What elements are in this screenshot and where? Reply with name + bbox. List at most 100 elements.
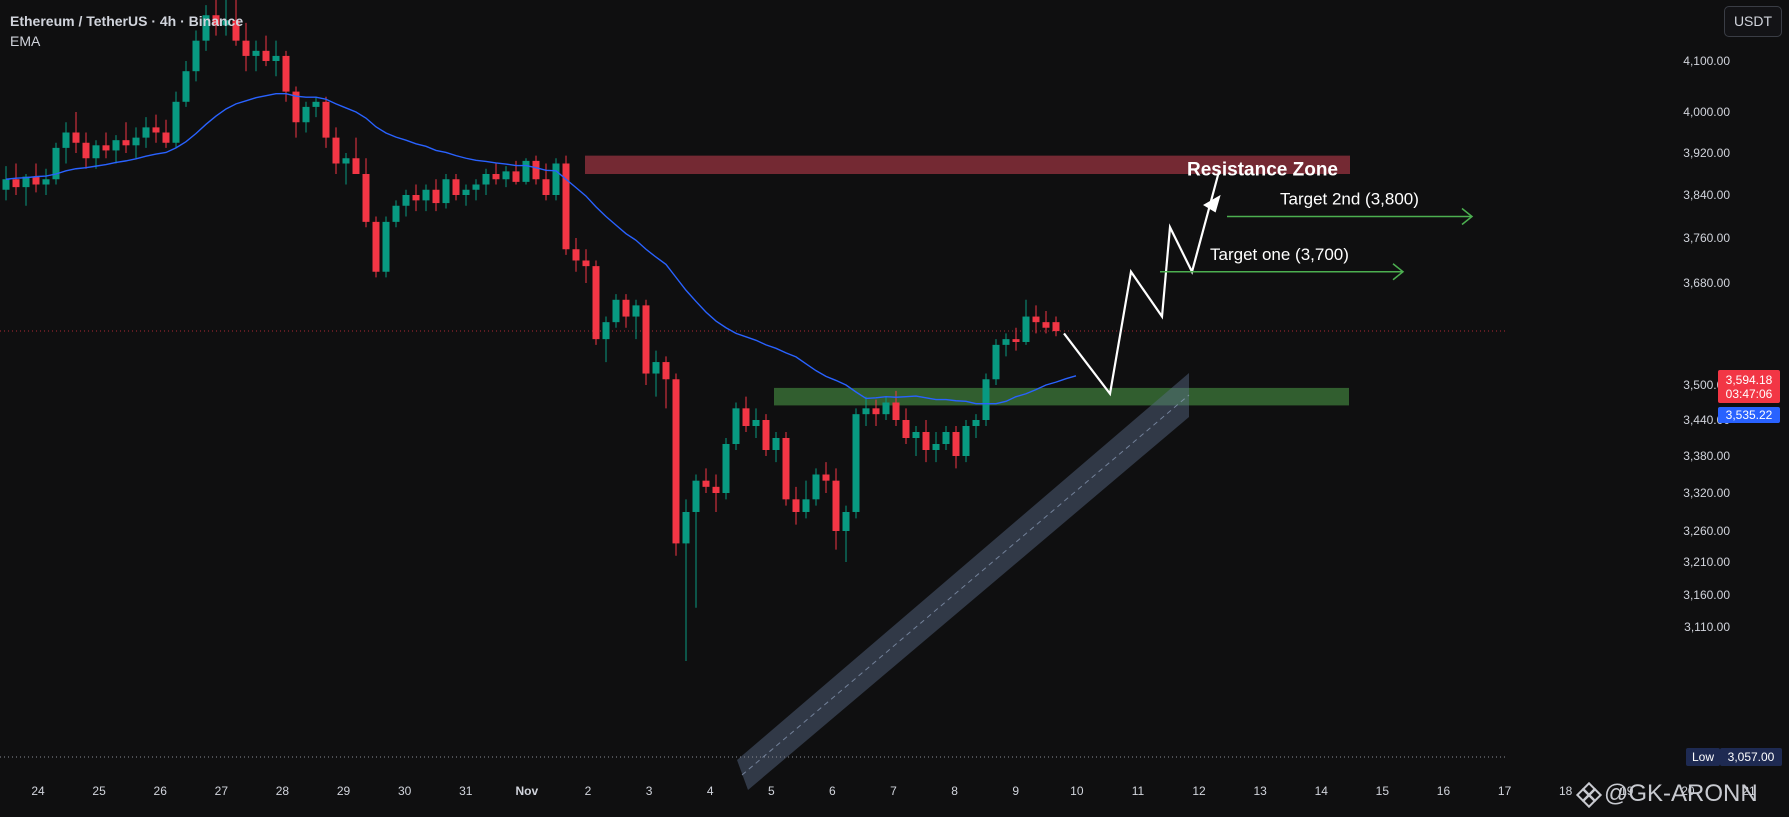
candle — [772, 438, 780, 450]
price-tick-label: 3,380.00 — [1683, 449, 1730, 463]
time-tick-label: 16 — [1437, 784, 1451, 798]
candle — [432, 189, 440, 204]
symbol-title[interactable]: Ethereum / TetherUS · 4h · Binance — [10, 13, 244, 29]
low-value-badge — [1720, 748, 1782, 766]
currency-button[interactable]: USDT — [1724, 6, 1782, 37]
candle — [482, 174, 490, 185]
candle — [292, 91, 300, 123]
candle — [682, 512, 690, 544]
candle — [322, 101, 330, 138]
candle — [1052, 322, 1060, 332]
price-tick-label: 3,680.00 — [1683, 276, 1730, 290]
projection-arrowhead — [1203, 194, 1221, 213]
chart-header: Ethereum / TetherUS · 4h · Binance EMA — [10, 11, 243, 51]
time-tick-label: 31 — [459, 784, 473, 798]
target-label: Target one (3,700) — [1210, 245, 1349, 264]
candle — [492, 174, 500, 180]
channel-midline — [741, 394, 1190, 776]
time-tick-label: 4 — [707, 784, 714, 798]
candle — [742, 408, 750, 426]
ema-value-badge — [1718, 407, 1780, 423]
last-price-value: 3,594.18 — [1726, 373, 1773, 387]
candle — [832, 480, 840, 531]
time-tick-label: 13 — [1253, 784, 1267, 798]
price-tick-label: 3,110.00 — [1684, 620, 1730, 634]
time-tick-label: 20 — [1681, 784, 1695, 798]
candle — [152, 127, 160, 133]
candle — [52, 147, 60, 180]
time-tick-label: 11 — [1132, 784, 1145, 798]
candle — [22, 176, 30, 188]
candle — [382, 221, 390, 272]
countdown-value: 03:47:06 — [1726, 387, 1773, 401]
candle — [12, 179, 20, 188]
candle — [282, 55, 290, 92]
candle — [632, 305, 640, 317]
candle — [552, 163, 560, 195]
candle — [1012, 339, 1020, 342]
candle — [422, 189, 430, 201]
candle — [212, 15, 220, 26]
candle — [512, 171, 520, 182]
candle — [202, 15, 210, 41]
candle — [392, 205, 400, 222]
candle — [792, 499, 800, 512]
candle — [162, 132, 170, 143]
price-tick-label: 3,920.00 — [1683, 146, 1730, 160]
candle — [122, 140, 130, 146]
candle — [92, 145, 100, 159]
time-tick-label: 12 — [1192, 784, 1206, 798]
candle — [582, 260, 590, 267]
candle — [932, 444, 940, 450]
candle — [612, 299, 620, 323]
candle — [1032, 316, 1040, 323]
candle — [922, 432, 930, 450]
indicator-label[interactable]: EMA — [10, 33, 41, 49]
time-tick-label: 9 — [1012, 784, 1019, 798]
target-arrowhead — [1461, 207, 1474, 226]
candle — [622, 299, 630, 317]
candle — [952, 432, 960, 456]
time-tick-label: Nov — [516, 784, 539, 798]
time-tick-label: 18 — [1559, 784, 1573, 798]
time-tick-label: 28 — [276, 784, 290, 798]
candle — [102, 145, 110, 151]
target-arrowhead — [1392, 263, 1405, 281]
candle — [542, 179, 550, 195]
candle — [642, 305, 650, 374]
candle — [532, 160, 540, 180]
price-tick-label: 3,320.00 — [1683, 486, 1730, 500]
price-tick-label: 3,760.00 — [1683, 231, 1730, 245]
candle — [302, 106, 310, 123]
watermark-text: @GK-ARONN — [1604, 780, 1758, 807]
time-tick-label: 5 — [768, 784, 775, 798]
candle — [842, 512, 850, 531]
candle — [652, 362, 660, 374]
price-tick-label: 3,210.00 — [1683, 555, 1730, 569]
candle — [362, 174, 370, 222]
resistance-zone-label: Resistance Zone — [1187, 160, 1338, 181]
candle — [2, 179, 10, 190]
price-tick-label: 3,260.00 — [1683, 524, 1730, 538]
candle — [752, 420, 760, 426]
candle — [522, 160, 530, 182]
candle — [472, 184, 480, 190]
candle — [1002, 339, 1010, 345]
candle — [62, 132, 70, 148]
time-tick-label: 26 — [154, 784, 168, 798]
candle — [32, 176, 40, 185]
candle — [502, 171, 510, 180]
candle — [662, 362, 670, 380]
watermark: @GK-ARONN — [1575, 780, 1758, 809]
candle — [1022, 316, 1030, 342]
candle — [462, 189, 470, 195]
candle — [262, 50, 270, 61]
time-tick-label: 25 — [92, 784, 106, 798]
candles — [2, 0, 1060, 661]
candle — [222, 20, 230, 26]
candle — [232, 20, 240, 41]
low-tag-label: Low — [1692, 750, 1714, 764]
candle — [882, 402, 890, 415]
candle — [822, 474, 830, 481]
